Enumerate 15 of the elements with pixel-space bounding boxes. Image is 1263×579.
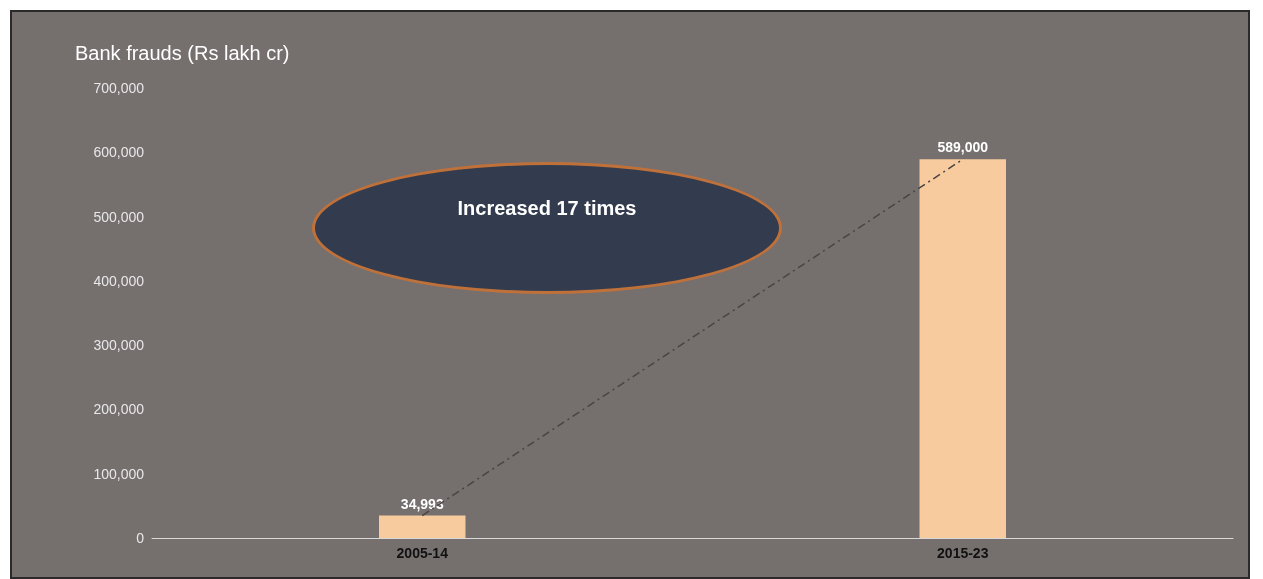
ellipse-callout: Increased 17 times xyxy=(312,162,782,294)
y-tick-label: 200,000 xyxy=(93,401,145,418)
y-tick-label: 600,000 xyxy=(93,144,145,161)
chart-title: Bank frauds (Rs lakh cr) xyxy=(75,42,290,64)
y-tick-label: 0 xyxy=(136,530,145,546)
y-tick-label: 300,000 xyxy=(93,337,145,354)
y-tick-label: 400,000 xyxy=(93,272,145,289)
y-tick-label: 700,000 xyxy=(93,80,145,96)
y-tick-label: 500,000 xyxy=(93,208,145,225)
y-tick-label: 100,000 xyxy=(93,465,145,482)
annotation: Increased 17 times xyxy=(457,196,637,220)
data-label: 34,993 xyxy=(400,495,444,512)
x-tick-label: 2005-14 xyxy=(396,545,449,561)
x-tick-label: 2015-23 xyxy=(937,545,989,561)
data-label: 589,000 xyxy=(937,139,989,156)
